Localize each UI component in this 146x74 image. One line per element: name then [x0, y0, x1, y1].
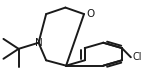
Text: O: O [86, 9, 95, 19]
Text: N: N [35, 38, 42, 48]
Text: Cl: Cl [132, 52, 142, 62]
